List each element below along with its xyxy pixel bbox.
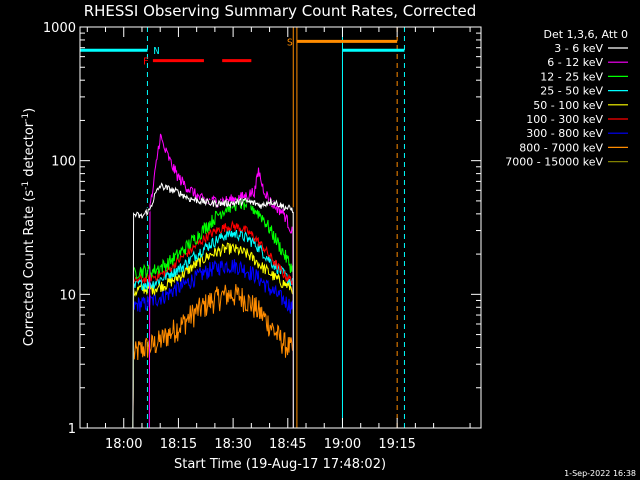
y-tick-label: 1: [68, 422, 76, 437]
plot-frame: [79, 26, 482, 429]
x-tick-label: 18:00: [105, 437, 142, 452]
y-axis-label: Corrected Count Rate (s-1 detector-1): [21, 108, 37, 346]
legend-label: 3 - 6 keV: [554, 42, 603, 55]
legend-label: 50 - 100 keV: [533, 99, 603, 112]
y-axis: 1 10 100 1000: [43, 21, 481, 437]
y-tick-label: 10: [59, 288, 76, 303]
legend-label: 800 - 7000 keV: [519, 141, 603, 154]
y-tick-label: 100: [51, 155, 76, 170]
chart-title: RHESSI Observing Summary Count Rates, Co…: [84, 2, 477, 20]
x-tick-label: 18:30: [214, 437, 251, 452]
y-tick-label: 1000: [43, 21, 76, 36]
series-line-6: [132, 259, 294, 429]
legend-label: 12 - 25 keV: [540, 70, 603, 83]
series-layer: [132, 133, 294, 429]
legend-label: 7000 - 15000 keV: [505, 156, 603, 169]
x-tick-label: 19:15: [378, 437, 415, 452]
legend-label: 25 - 50 keV: [540, 85, 603, 98]
series-line-3: [132, 228, 294, 429]
plot-area: NF S: [79, 27, 405, 429]
series-line-5: [132, 220, 294, 429]
series-line-3-6-kev: [132, 182, 294, 429]
legend-title: Det 1,3,6, Att 0: [544, 28, 628, 41]
x-tick-label: 18:45: [269, 437, 306, 452]
x-axis-label: Start Time (19-Aug-17 17:48:02): [174, 457, 386, 472]
x-tick-label: 18:15: [160, 437, 197, 452]
x-tick-label: 19:00: [324, 437, 361, 452]
series-line-7: [132, 284, 294, 429]
status-bars: NF S: [80, 37, 405, 68]
series-line-2: [132, 196, 294, 429]
legend-label: 6 - 12 keV: [547, 56, 603, 69]
legend-label: 100 - 300 keV: [526, 113, 603, 126]
series-line-4: [132, 242, 294, 429]
legend-label: 300 - 800 keV: [526, 127, 603, 140]
night-flag-letter: N: [153, 46, 159, 57]
flare-flag-letter: F: [143, 57, 149, 68]
x-axis: 18:00 18:15 18:30 18:45 19:00 19:15: [86, 27, 471, 452]
generation-timestamp: 1-Sep-2022 16:38: [564, 469, 636, 478]
saa-flag-letter: S: [287, 37, 293, 48]
overlay-guides: [79, 27, 405, 428]
